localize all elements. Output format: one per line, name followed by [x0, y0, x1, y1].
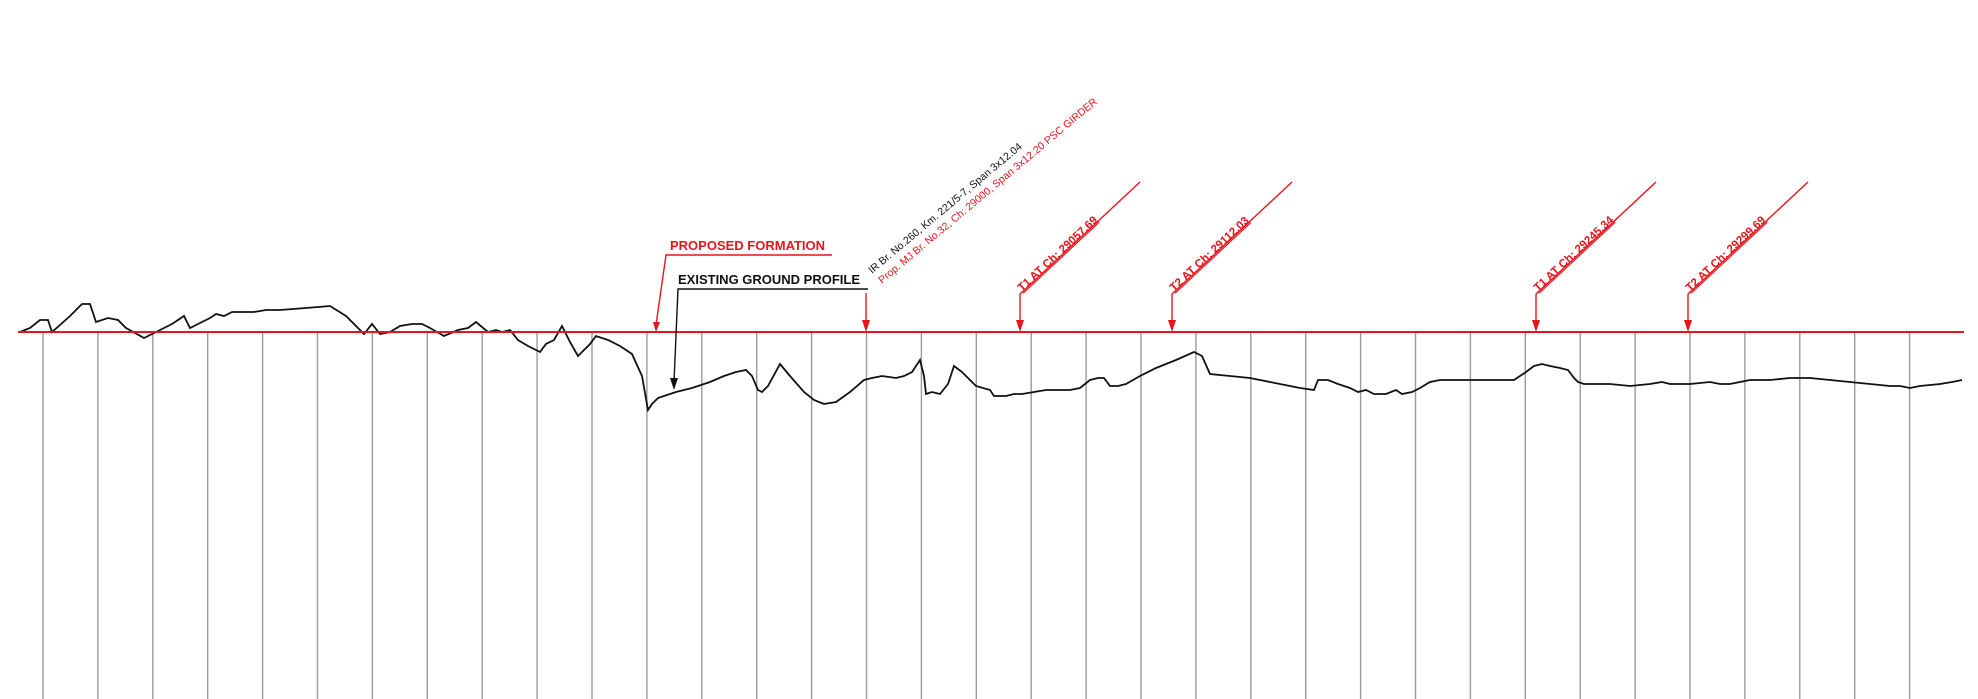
marker-arrow — [1532, 320, 1540, 332]
proposed-formation-leader — [655, 254, 832, 326]
bridge-existing-label: IR Br. No.260, Km. 221/5-7, Span 3x12.04 — [866, 141, 1025, 277]
marker-diagonal — [1535, 181, 1657, 295]
chainage-marker: T2 AT Ch: 29299.69 — [1684, 181, 1809, 332]
marker-diagonal — [1019, 181, 1141, 295]
chainage-marker: T1 AT Ch: 29245.34 — [1532, 181, 1657, 332]
existing-ground-profile-line — [19, 303, 1963, 413]
station-grid-lines — [42, 332, 1911, 699]
bridge-proposed-label: Prop. MJ Br. No.32, Ch: 29000, Span 3x12… — [876, 96, 1100, 287]
bridge-arrow — [862, 320, 870, 332]
marker-arrow — [1168, 320, 1176, 332]
chainage-marker: T1 AT Ch: 29057.69 — [1016, 181, 1141, 332]
existing-ground-leader — [673, 288, 868, 383]
proposed-formation-arrow — [653, 322, 660, 332]
existing-ground-profile-label: EXISTING GROUND PROFILE — [678, 272, 860, 287]
chainage-label: T1 AT Ch: 29245.34 — [1532, 214, 1617, 294]
marker-diagonal — [1171, 181, 1293, 295]
marker-arrow — [1016, 320, 1024, 332]
bridge-annotation: IR Br. No.260, Km. 221/5-7, Span 3x12.04… — [862, 96, 1100, 332]
chainage-marker: T2 AT Ch: 29112.03 — [1168, 181, 1293, 332]
marker-diagonal — [1687, 181, 1809, 295]
existing-ground-arrow — [670, 378, 678, 390]
chainage-label: T2 AT Ch: 29112.03 — [1168, 215, 1252, 294]
marker-arrow — [1684, 320, 1692, 332]
chainage-label: T1 AT Ch: 29057.69 — [1016, 214, 1100, 294]
chainage-label: T2 AT Ch: 29299.69 — [1684, 214, 1768, 294]
proposed-formation-label: PROPOSED FORMATION — [670, 238, 825, 253]
